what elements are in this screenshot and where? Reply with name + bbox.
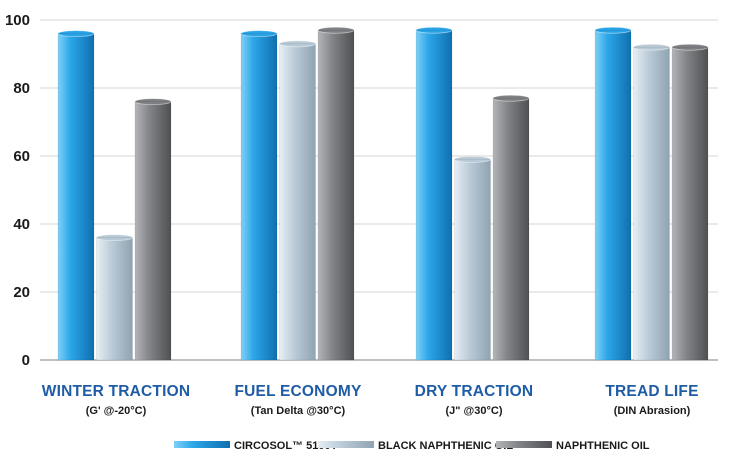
bar (279, 40, 316, 361)
category-subtitle: (DIN Abrasion) (614, 405, 691, 417)
bar (415, 26, 453, 361)
legend-label: NAPHTHENIC OIL (556, 440, 650, 452)
category-label: DRY TRACTION (415, 383, 534, 400)
y-tick-label: 40 (13, 216, 30, 233)
x-axis-labels: WINTER TRACTION (G' @-20°C) FUEL ECONOMY (T… (42, 383, 699, 417)
bar (633, 43, 670, 361)
bar (492, 94, 530, 361)
category-subtitle: (G' @-20°C) (86, 405, 147, 417)
legend-swatch (318, 441, 374, 448)
bar (594, 26, 632, 361)
legend-swatch (496, 441, 552, 448)
bar (134, 98, 172, 361)
y-tick-label: 60 (13, 148, 30, 165)
y-tick-label: 80 (13, 80, 30, 97)
category-label: FUEL ECONOMY (235, 383, 362, 400)
category-subtitle: (Tan Delta @30°C) (251, 405, 346, 417)
legend: CIRCOSOL™ 5100T BLACK NAPHTHENIC OIL NAPHT… (174, 440, 650, 452)
bar (454, 155, 491, 361)
bar (317, 26, 355, 361)
bar (57, 30, 95, 361)
category-subtitle: (J" @30°C) (445, 405, 502, 417)
bar (671, 43, 709, 361)
legend-label: BLACK NAPHTHENIC OIL (378, 440, 513, 452)
y-tick-label: 20 (13, 284, 30, 301)
y-tick-label: 0 (22, 352, 30, 369)
bar (240, 30, 278, 361)
legend-label: CIRCOSOL™ 5100T (234, 440, 338, 452)
bars (57, 26, 709, 361)
category-label: WINTER TRACTION (42, 383, 191, 400)
y-axis: 0 20 40 60 80 100 (5, 12, 30, 369)
bar (96, 234, 133, 361)
category-label: TREAD LIFE (605, 383, 698, 400)
legend-swatch (174, 441, 230, 448)
legend-item: CIRCOSOL™ 5100T (174, 440, 338, 452)
y-tick-label: 100 (5, 12, 30, 29)
legend-item: BLACK NAPHTHENIC OIL (318, 440, 513, 452)
legend-item: NAPHTHENIC OIL (496, 440, 650, 452)
